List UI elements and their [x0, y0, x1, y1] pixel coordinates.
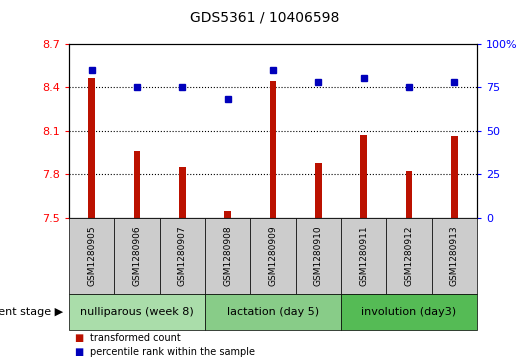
Bar — [160, 218, 205, 294]
Text: development stage ▶: development stage ▶ — [0, 307, 64, 317]
Bar — [88, 78, 95, 218]
Text: lactation (day 5): lactation (day 5) — [227, 307, 319, 317]
Text: ■: ■ — [74, 333, 83, 343]
Text: GSM1280913: GSM1280913 — [450, 225, 459, 286]
Bar — [296, 218, 341, 294]
Bar — [205, 218, 250, 294]
Text: percentile rank within the sample: percentile rank within the sample — [90, 347, 255, 357]
Text: GSM1280911: GSM1280911 — [359, 225, 368, 286]
Text: GSM1280906: GSM1280906 — [132, 225, 142, 286]
Bar — [250, 218, 296, 294]
Bar — [360, 135, 367, 218]
Bar — [451, 136, 458, 218]
Bar — [405, 171, 412, 218]
Bar — [114, 218, 160, 294]
Text: transformed count: transformed count — [90, 333, 181, 343]
Bar — [134, 151, 140, 218]
Bar — [69, 294, 205, 330]
Text: GSM1280907: GSM1280907 — [178, 225, 187, 286]
Bar — [315, 163, 322, 218]
Text: GSM1280909: GSM1280909 — [269, 225, 277, 286]
Text: GSM1280910: GSM1280910 — [314, 225, 323, 286]
Text: involution (day3): involution (day3) — [361, 307, 456, 317]
Bar — [224, 211, 231, 218]
Text: ■: ■ — [74, 347, 83, 357]
Text: GSM1280905: GSM1280905 — [87, 225, 96, 286]
Text: nulliparous (week 8): nulliparous (week 8) — [80, 307, 194, 317]
Bar — [341, 294, 477, 330]
Bar — [270, 81, 276, 218]
Bar — [205, 294, 341, 330]
Bar — [69, 218, 114, 294]
Bar — [386, 218, 431, 294]
Text: GDS5361 / 10406598: GDS5361 / 10406598 — [190, 11, 340, 25]
Bar — [431, 218, 477, 294]
Text: GSM1280908: GSM1280908 — [223, 225, 232, 286]
Bar — [341, 218, 386, 294]
Text: GSM1280912: GSM1280912 — [404, 226, 413, 286]
Bar — [179, 167, 186, 218]
